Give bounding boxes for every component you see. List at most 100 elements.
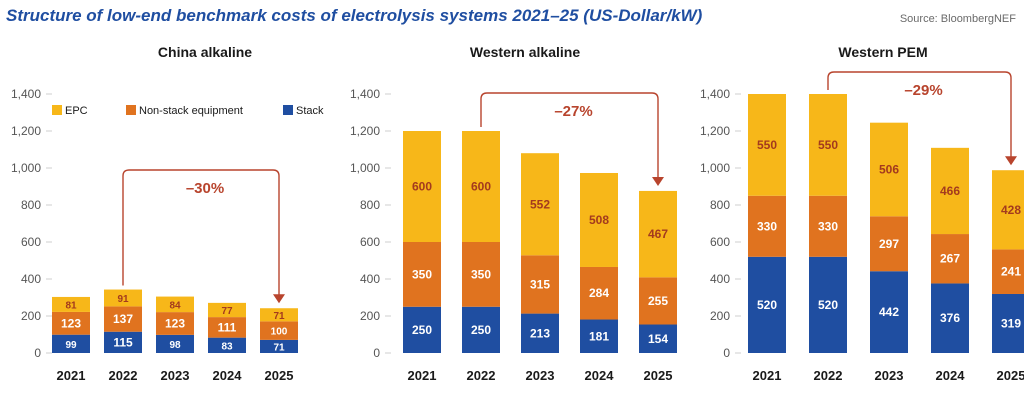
y-tick-label: 800 (710, 198, 730, 212)
data-label: 250 (412, 323, 432, 337)
x-tick-label: 2023 (161, 368, 190, 383)
y-tick-label: 0 (723, 346, 730, 360)
data-label: 81 (65, 300, 77, 311)
legend-label: EPC (65, 105, 88, 117)
data-label: 466 (940, 184, 960, 198)
data-label: 506 (879, 162, 899, 176)
bar-segment (931, 283, 969, 353)
data-label: 550 (757, 138, 777, 152)
y-tick-label: 1,200 (700, 124, 730, 138)
annotation-arrow-head (1005, 156, 1017, 166)
data-label: 77 (221, 306, 233, 317)
x-tick-label: 2024 (213, 368, 243, 383)
bar-segment (992, 293, 1024, 353)
data-label: 550 (818, 138, 838, 152)
data-label: 71 (273, 342, 285, 353)
bar-segment (870, 271, 908, 353)
y-tick-label: 0 (373, 346, 380, 360)
x-tick-label: 2024 (585, 368, 615, 383)
data-label: 319 (1001, 316, 1021, 330)
data-label: 508 (589, 213, 609, 227)
y-tick-label: 1,400 (11, 87, 41, 101)
data-label: 467 (648, 227, 668, 241)
data-label: 330 (757, 219, 777, 233)
data-label: 267 (940, 252, 960, 266)
data-label: 600 (471, 180, 491, 194)
legend-label: Non-stack equipment (139, 105, 243, 117)
x-tick-label: 2024 (936, 368, 966, 383)
panel-title: Western PEM (838, 44, 927, 60)
bar-segment (748, 195, 786, 257)
x-tick-label: 2025 (997, 368, 1024, 383)
source-note: Source: BloombergNEF (899, 13, 1016, 25)
data-label: 137 (113, 312, 133, 326)
bar-segment (208, 302, 246, 318)
bar-segment (521, 153, 559, 256)
data-label: 83 (221, 341, 233, 352)
data-label: 123 (165, 316, 185, 330)
data-label: 71 (273, 311, 285, 322)
bar-segment (462, 306, 500, 353)
annotation-arrow-line (827, 71, 1012, 159)
data-label: 111 (218, 320, 237, 334)
y-tick-label: 1,000 (11, 161, 41, 175)
bar-segment (809, 195, 847, 257)
x-tick-label: 2021 (753, 368, 782, 383)
legend-swatch (52, 105, 62, 115)
data-label: 442 (879, 305, 899, 319)
y-tick-label: 600 (710, 235, 730, 249)
bar-segment (52, 296, 90, 312)
bar-segment (52, 311, 90, 335)
y-tick-label: 400 (710, 272, 730, 286)
data-label: 115 (113, 335, 133, 349)
bar-segment (403, 306, 441, 353)
chart-main-title: Structure of low-end benchmark costs of … (6, 6, 703, 25)
y-tick-label: 800 (360, 198, 380, 212)
x-tick-label: 2021 (57, 368, 86, 383)
y-tick-label: 400 (360, 272, 380, 286)
bar-segment (462, 131, 500, 242)
x-tick-label: 2025 (265, 368, 294, 383)
y-tick-label: 200 (21, 309, 41, 323)
data-label: 330 (818, 219, 838, 233)
x-tick-label: 2022 (109, 368, 138, 383)
data-label: 181 (589, 329, 609, 343)
bar-segment (580, 266, 618, 320)
data-label: 255 (648, 294, 668, 308)
chart-panel-1: China alkaline 0 200 400 600 800 1,000 1,200 1,4… (11, 44, 324, 383)
annotation-arrow-line (122, 169, 280, 297)
legend-label: Stack (296, 105, 324, 117)
y-tick-label: 1,000 (700, 161, 730, 175)
legend-swatch (283, 105, 293, 115)
bar-segment (156, 334, 194, 353)
y-tick-label: 200 (360, 309, 380, 323)
bar-segment (870, 122, 908, 217)
x-tick-label: 2025 (644, 368, 673, 383)
bar-segment (208, 337, 246, 353)
chart-panel-2: Western alkaline 0 200 400 600 800 1,000 1,200 1… (350, 44, 677, 383)
bar-segment (580, 172, 618, 267)
y-tick-label: 1,200 (350, 124, 380, 138)
x-tick-label: 2022 (467, 368, 496, 383)
bar-segment (809, 256, 847, 353)
bar-segment (639, 190, 677, 278)
bar-segment (260, 308, 298, 322)
bar-segment (403, 242, 441, 307)
bar-segment (748, 94, 786, 196)
data-label: 376 (940, 311, 960, 325)
data-label: 428 (1001, 203, 1021, 217)
annotation-arrow-line (480, 92, 659, 179)
y-tick-label: 600 (21, 235, 41, 249)
bar-segment (748, 256, 786, 353)
data-label: 284 (589, 286, 609, 300)
data-label: 552 (530, 197, 550, 211)
legend-swatch (126, 105, 136, 115)
bar-segment (156, 296, 194, 313)
bar-segment (931, 234, 969, 284)
annotation-label: –27% (554, 103, 592, 120)
data-label: 600 (412, 180, 432, 194)
bar-segment (403, 131, 441, 242)
bar-segment (260, 339, 298, 353)
panel-title: Western alkaline (470, 44, 580, 60)
